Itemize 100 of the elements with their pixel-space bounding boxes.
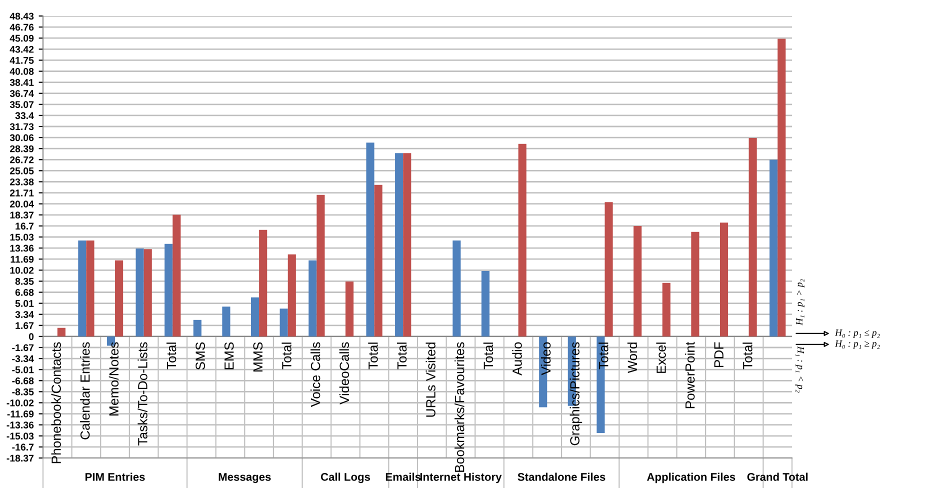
text: H₀ : p₁ ≤ p₂ xyxy=(834,329,880,338)
bar xyxy=(115,260,124,336)
x-tick-label: Excel xyxy=(656,342,666,373)
bar xyxy=(634,226,642,336)
text: Emails xyxy=(386,472,421,481)
x-tick-label: Memo/Notes xyxy=(108,342,119,416)
y-tick-label: 3.34 xyxy=(15,311,34,318)
bar xyxy=(250,297,260,336)
x-tick-label: Total xyxy=(282,342,292,370)
bar xyxy=(345,282,354,336)
bar xyxy=(770,160,778,336)
x-tick-label: SMS xyxy=(196,342,205,370)
y-tick-label: 18.37 xyxy=(10,212,34,219)
x-tick-label: Total xyxy=(166,342,176,370)
bar xyxy=(172,214,181,336)
y-tick-label: 40.08 xyxy=(10,68,34,75)
y-tick-label: 26.72 xyxy=(10,156,34,164)
y-tick-label: -3.34 xyxy=(12,355,34,362)
x-tick-label: Total xyxy=(598,342,608,370)
y-tick-label: -11.69 xyxy=(7,410,34,418)
bar xyxy=(748,138,757,336)
x-tick-label: Voice Calls xyxy=(310,342,320,407)
x-tick-label: Video xyxy=(540,342,551,376)
x-tick-label: Calendar Entries xyxy=(80,342,90,440)
bar xyxy=(395,153,404,336)
y-tick-label: 25.05 xyxy=(10,167,34,174)
y-tick-label: -16.7 xyxy=(12,444,34,451)
y-tick-label: 6.68 xyxy=(15,288,34,296)
bar xyxy=(308,260,317,336)
bar xyxy=(86,240,94,336)
y-tick-label: 20.04 xyxy=(10,200,34,208)
y-tick-label: 21.71 xyxy=(10,190,34,196)
x-tick-label: Audio xyxy=(512,342,522,376)
y-tick-label: 0 xyxy=(28,333,34,340)
y-tick-label: 16.7 xyxy=(16,222,34,230)
text: Call Logs xyxy=(320,472,370,484)
y-tick-label: 33.4 xyxy=(15,112,34,120)
bar xyxy=(662,282,670,336)
y-tick-label: 38.41 xyxy=(10,79,34,86)
bar xyxy=(481,270,490,336)
y-tick-label: 46.76 xyxy=(10,24,34,31)
x-tick-label: Phonebook/Contacts xyxy=(51,342,61,464)
x-tick-label: PDF xyxy=(714,342,724,368)
y-tick-label: 48.43 xyxy=(10,12,34,20)
x-tick-label: MMS xyxy=(253,342,263,372)
y-tick-label: -13.36 xyxy=(6,422,34,428)
y-tick-label: 28.39 xyxy=(10,145,34,152)
x-tick-label: Total xyxy=(483,342,494,370)
text: PIM Entries xyxy=(86,472,145,481)
y-tick-label: 15.03 xyxy=(10,234,34,241)
bar xyxy=(691,232,700,336)
x-tick-label: Tasks/To-Do-Lists xyxy=(138,342,148,446)
y-tick-label: 36.74 xyxy=(10,90,34,97)
y-tick-label: 11.69 xyxy=(10,256,34,263)
y-tick-label: 30.06 xyxy=(10,134,34,142)
bar xyxy=(164,244,173,336)
y-tick-label: 43.42 xyxy=(10,46,34,53)
x-tick-label: VideoCalls xyxy=(339,342,350,405)
y-tick-label: 41.75 xyxy=(10,57,34,64)
y-tick-label: -15.03 xyxy=(6,432,34,440)
bar xyxy=(604,202,613,336)
x-tick-label: PowerPoint xyxy=(685,342,695,408)
y-tick-label: 31.73 xyxy=(10,123,34,130)
bar xyxy=(193,320,202,336)
x-tick-label: Total xyxy=(368,342,378,370)
x-tick-label: Bookmarks/Favourites xyxy=(454,342,464,472)
y-tick-label: 13.36 xyxy=(10,244,34,252)
x-tick-label: EMS xyxy=(224,342,234,370)
text: Messages xyxy=(218,473,271,484)
bar xyxy=(144,249,152,336)
bar xyxy=(778,38,786,336)
bar xyxy=(403,153,412,336)
y-tick-label: 1.67 xyxy=(16,322,34,330)
bar xyxy=(518,144,526,336)
bar xyxy=(374,184,382,336)
y-tick-label: -8.35 xyxy=(12,388,34,396)
y-tick-label: -1.67 xyxy=(12,344,34,352)
y-tick-label: 45.09 xyxy=(10,34,34,42)
text: Grand Total xyxy=(747,472,808,481)
text: H₁ : p₁ < p₂ xyxy=(796,346,804,393)
text: Internet History xyxy=(420,472,502,484)
bar xyxy=(316,194,325,336)
y-tick-label: 35.07 xyxy=(10,101,34,108)
y-tick-label: -5.01 xyxy=(12,366,34,374)
text: Application Files xyxy=(647,472,736,484)
bar xyxy=(280,308,288,336)
bar xyxy=(366,142,374,336)
y-tick-label: 23.38 xyxy=(10,178,34,186)
text: H₀ : p₁ ≥ p₂ xyxy=(834,340,880,349)
bar xyxy=(288,254,296,336)
bar xyxy=(720,222,728,336)
bar xyxy=(452,240,461,336)
text: Standalone Files xyxy=(518,472,606,481)
x-tick-label: URLs Visited xyxy=(426,342,436,417)
bar xyxy=(222,306,230,336)
y-tick-label: 5.01 xyxy=(15,300,34,307)
bar xyxy=(136,248,144,336)
y-tick-label: -6.68 xyxy=(12,377,34,384)
x-tick-label: Total xyxy=(742,342,752,370)
y-tick-label: 10.02 xyxy=(10,266,34,274)
